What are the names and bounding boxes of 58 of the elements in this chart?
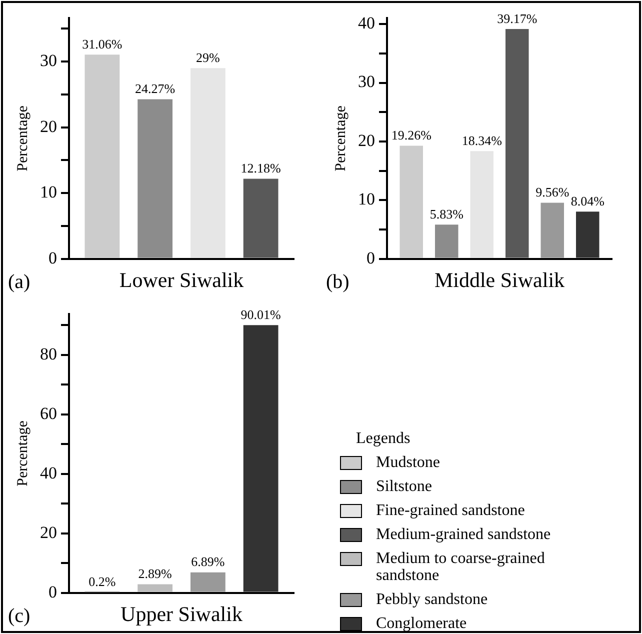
- bar: [190, 572, 226, 592]
- data-label: 8.04%: [570, 194, 605, 209]
- legend-label: Fine-grained sandstone: [376, 502, 526, 519]
- legend-label: Medium-grained sandstone: [376, 526, 552, 543]
- x-axis-title: Middle Siwalik: [434, 268, 566, 292]
- y-axis-title: Percentage: [14, 420, 31, 486]
- legend-label: Mudstone: [376, 454, 441, 471]
- data-label: 0.2%: [88, 574, 116, 590]
- data-label: 39.17%: [497, 10, 538, 26]
- x-axis-title: Upper Siwalik: [120, 602, 243, 626]
- y-axis-title: Percentage: [14, 105, 31, 172]
- x-axis-title: Lower Siwalik: [119, 268, 244, 292]
- data-label: 29%: [196, 50, 220, 66]
- bar: [576, 212, 600, 258]
- y-tick-label: 0: [48, 582, 57, 602]
- data-label: 18.34%: [462, 133, 502, 148]
- bar: [138, 584, 173, 592]
- data-label: 12.18%: [240, 160, 282, 176]
- bar: [243, 325, 278, 592]
- y-tick-label: 0: [366, 248, 375, 268]
- bar: [434, 224, 458, 258]
- text: (c): [8, 605, 30, 628]
- data-label: 24.27%: [135, 81, 176, 96]
- bar: [505, 28, 529, 258]
- bar: [540, 202, 564, 258]
- data-label: 6.89%: [191, 554, 225, 570]
- legend-title: Legends: [356, 430, 412, 448]
- y-tick-label: 0: [48, 248, 57, 268]
- y-tick-label: 80: [40, 344, 57, 364]
- text: (b): [326, 271, 350, 294]
- y-tick-label: 10: [358, 190, 375, 209]
- data-label: 2.89%: [138, 566, 172, 582]
- legend-label: Pebbly sandstone: [376, 591, 489, 608]
- text: (a): [8, 271, 30, 294]
- bar: [470, 151, 494, 258]
- text: Medium to coarse-grained sandstone: [376, 550, 546, 584]
- y-tick-label: 20: [358, 130, 375, 150]
- data-label: 9.56%: [536, 184, 570, 200]
- y-axis-title: Percentage: [332, 105, 349, 172]
- y-tick-label: 20: [40, 116, 57, 136]
- y-tick-label: 60: [40, 404, 57, 423]
- data-label: 5.83%: [430, 206, 464, 222]
- bar: [84, 54, 120, 258]
- y-tick-label: 20: [40, 522, 57, 542]
- bar: [138, 99, 173, 258]
- y-tick-label: 30: [358, 72, 375, 92]
- y-tick-label: 40: [358, 14, 375, 33]
- legend-label: Siltstone: [376, 478, 434, 495]
- bar: [243, 178, 278, 258]
- bar: [400, 146, 424, 258]
- data-label: 19.26%: [391, 128, 432, 143]
- y-tick-label: 30: [40, 51, 57, 70]
- bar: [190, 68, 226, 258]
- y-tick-label: 40: [40, 463, 57, 482]
- data-label: 90.01%: [240, 307, 282, 322]
- legend-label: Conglomerate: [376, 615, 468, 632]
- data-label: 31.06%: [82, 36, 122, 52]
- y-tick-label: 10: [40, 182, 57, 202]
